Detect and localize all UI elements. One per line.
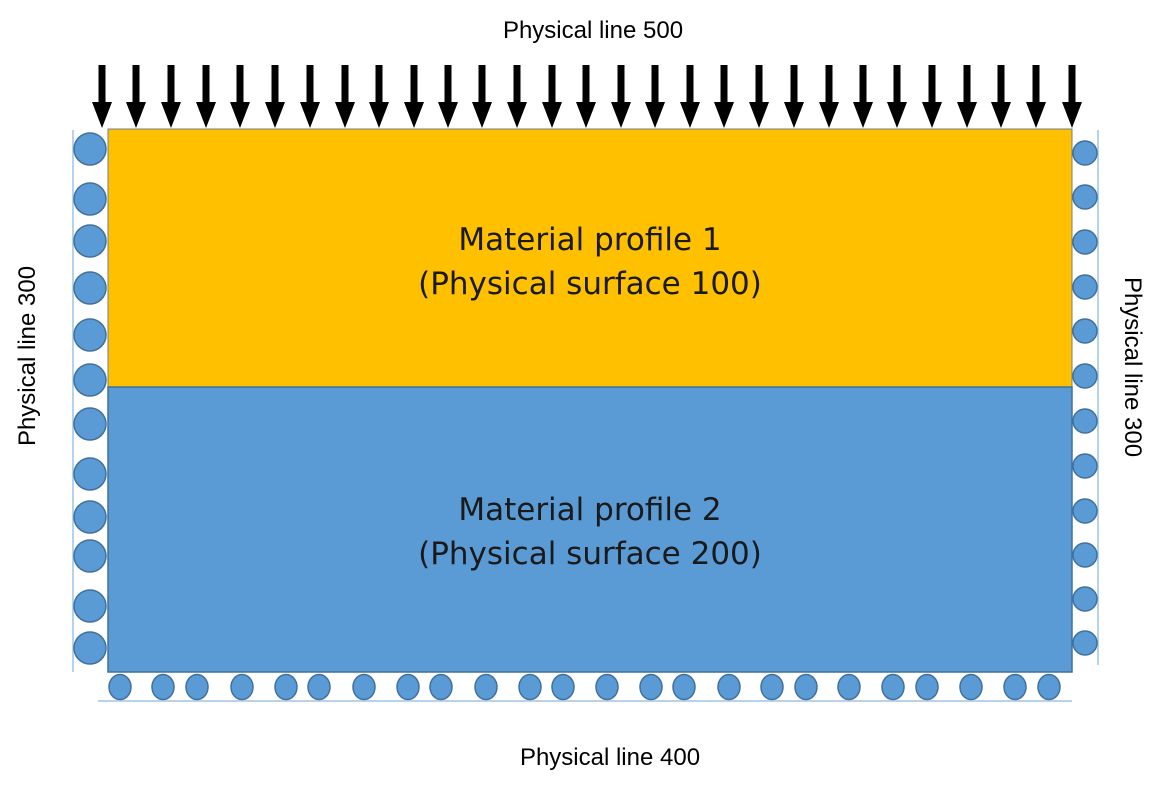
physical-line-300-right-label: Physical line 300 [1119,277,1146,457]
roller-support-icon [1072,274,1098,300]
roller-support-icon [73,589,107,623]
down-arrow-icon [922,65,942,128]
down-arrow-icon [335,65,355,128]
down-arrow-icon [853,65,873,128]
roller-support-icon [837,673,861,701]
down-arrow-icon [611,65,631,128]
roller-support-icon [1072,363,1098,389]
roller-support-icon [639,673,663,701]
roller-support-icon [73,539,107,573]
roller-support-icon [1072,498,1098,524]
down-arrow-icon [542,65,562,128]
down-arrow-icon [438,65,458,128]
roller-support-icon [108,673,132,701]
down-arrow-icon [300,65,320,128]
down-arrow-icon [1026,65,1046,128]
down-arrow-icon [957,65,977,128]
roller-support-icon [73,500,107,534]
roller-support-icon [73,407,107,441]
roller-support-icon [307,673,331,701]
roller-support-icon [794,673,818,701]
roller-support-icon [151,673,175,701]
roller-support-icon [1072,586,1098,612]
bottom-roller-supports [108,673,1061,701]
right-roller-supports [1072,140,1098,656]
physical-line-400-label: Physical line 400 [520,744,700,771]
roller-support-icon [595,673,619,701]
down-arrow-icon [714,65,734,128]
roller-support-icon [73,457,107,491]
down-arrow-icon [369,65,389,128]
material-profile-2-region [107,386,1073,673]
distributed-load-arrows [92,65,1082,128]
roller-support-icon [1072,318,1098,344]
roller-support-icon [274,673,298,701]
down-arrow-icon [887,65,907,128]
roller-support-icon [396,673,420,701]
down-arrow-icon [576,65,596,128]
roller-support-icon [1072,229,1098,255]
down-arrow-icon [680,65,700,128]
left-roller-supports [73,132,107,665]
roller-support-icon [73,318,107,352]
roller-support-icon [1072,184,1098,210]
material-profile-2-title: Material profile 2 [458,492,721,528]
down-arrow-icon [404,65,424,128]
roller-support-icon [1072,408,1098,434]
down-arrow-icon [265,65,285,128]
roller-support-icon [672,673,696,701]
roller-support-icon [1003,673,1027,701]
down-arrow-icon [1062,65,1082,128]
physical-surface-200-label: (Physical surface 200) [418,536,762,572]
roller-support-icon [474,673,498,701]
down-arrow-icon [92,65,112,128]
material-profile-1-region [107,128,1073,388]
material-profile-1-title: Material profile 1 [458,222,721,258]
down-arrow-icon [161,65,181,128]
down-arrow-icon [472,65,492,128]
down-arrow-icon [991,65,1011,128]
down-arrow-icon [784,65,804,128]
roller-support-icon [915,673,939,701]
roller-support-icon [73,132,107,166]
roller-support-icon [1072,542,1098,568]
roller-support-icon [73,271,107,305]
roller-support-icon [959,673,983,701]
roller-support-icon [429,673,453,701]
roller-support-icon [1037,673,1061,701]
roller-support-icon [518,673,542,701]
physical-surface-100-label: (Physical surface 100) [418,266,762,302]
roller-support-icon [73,224,107,258]
roller-support-icon [551,673,575,701]
physical-line-500-label: Physical line 500 [503,17,683,44]
roller-support-icon [73,363,107,397]
down-arrow-icon [230,65,250,128]
down-arrow-icon [507,65,527,128]
roller-support-icon [760,673,784,701]
roller-support-icon [1072,140,1098,166]
roller-support-icon [1072,453,1098,479]
roller-support-icon [230,673,254,701]
down-arrow-icon [126,65,146,128]
down-arrow-icon [645,65,665,128]
roller-support-icon [73,631,107,665]
roller-support-icon [352,673,376,701]
roller-support-icon [881,673,905,701]
down-arrow-icon [749,65,769,128]
roller-support-icon [717,673,741,701]
down-arrow-icon [819,65,839,128]
down-arrow-icon [196,65,216,128]
roller-support-icon [185,673,209,701]
physical-line-300-left-label: Physical line 300 [14,266,41,446]
roller-support-icon [73,182,107,216]
roller-support-icon [1072,630,1098,656]
